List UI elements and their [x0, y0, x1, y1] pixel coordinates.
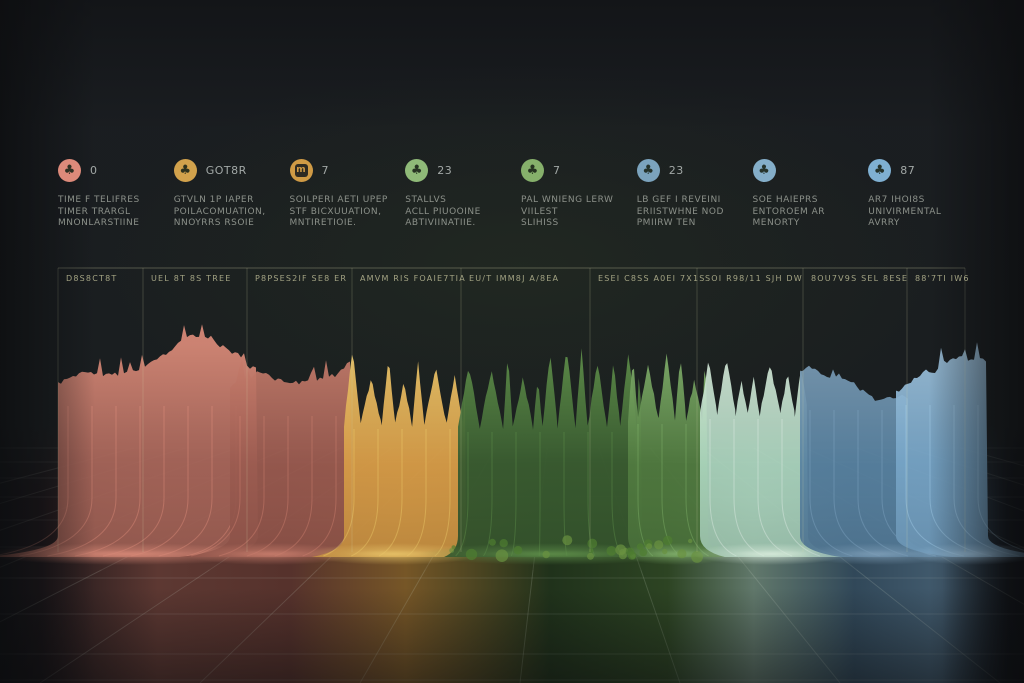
column-header-label: D8S8CT8T [66, 274, 118, 283]
stat-value: 7 [321, 163, 329, 177]
tree-glyph: ♣ [758, 162, 770, 178]
column-header-label: P8PSES2IF SE8 ER [255, 274, 348, 283]
stat-value: 23 [668, 163, 684, 177]
tree-icon: ♣ [521, 158, 544, 182]
column-header-label: ESEI C8SS A0EI 7X1S [598, 274, 706, 283]
stat-caption: AR7 IHOI8S UNIVIRMENTAL AVRRY [868, 195, 942, 228]
stat-value: 87 [900, 163, 916, 177]
stat-caption: SOE HAIEPRS ENTOROEM AR MENORTY [752, 195, 826, 228]
stat-value: 7 [553, 163, 561, 177]
stat-item: ♣ 7 PAL WNIENG LERW VIILEST SLIHISS [513, 158, 629, 230]
tree-icon: ♣ [173, 158, 197, 182]
stat-caption: LB GEF I REVEINI ERIISTWHNE NOD PMIIRW TEN [636, 195, 724, 228]
column-header-label: SOI R98/11 SJH DW [705, 274, 803, 283]
column-header-label: 8OU7V9S SEL 8ESE [811, 274, 909, 283]
tree-icon: ♣ [752, 158, 776, 182]
tree-glyph: ♣ [642, 162, 655, 178]
stat-caption: GTVLN 1P IAPER POILACOMUATION, NNOYRRS RSO… [173, 195, 266, 228]
tree-icon: ♣ [868, 158, 892, 182]
m-badge-icon: m [289, 158, 313, 182]
m-glyph: m [294, 163, 308, 177]
tree-glyph: ♣ [63, 162, 76, 178]
stat-value: GOT8R [205, 163, 247, 177]
stat-item: ♣ GOT8R GTVLN 1P IAPER POILACOMUATION, NNOY… [166, 158, 282, 230]
tree-glyph: ♣ [179, 162, 192, 178]
stat-item: ♣ 23 STALLVS ACLL PIUOOINE ABTIVIINATIIE. [397, 158, 513, 230]
stat-item: ♣ 0 TIME F TELIFRES TIMER TRARGL MNONLARSTI… [50, 158, 166, 230]
tree-icon: ♣ [405, 158, 429, 182]
stat-item: ♣ SOE HAIEPRS ENTOROEM AR MENORTY [745, 158, 861, 230]
stats-row: ♣ 0 TIME F TELIFRES TIMER TRARGL MNONLARSTI… [50, 158, 976, 230]
column-header-band: D8S8CT8T UEL 8T 8S TREE P8PSES2IF SE8 ER AM… [0, 0, 1024, 283]
column-header-label: EU/T IMM8J A/8EA [469, 274, 560, 283]
tree-icon: ♣ [58, 158, 81, 182]
column-header-label: AMVM RIS FOAIE7TIA [360, 274, 466, 283]
column-header-label: 88'7TI IW6 [915, 274, 970, 283]
stat-item: ♣ 87 AR7 IHOI8S UNIVIRMENTAL AVRRY [860, 158, 976, 230]
tree-glyph: ♣ [873, 162, 886, 178]
stat-item: ♣ 23 LB GEF I REVEINI ERIISTWHNE NOD PMIIRW… [629, 158, 745, 230]
column-header-label: UEL 8T 8S TREE [151, 274, 232, 283]
tree-icon: ♣ [636, 158, 660, 182]
stat-caption: PAL WNIENG LERW VIILEST SLIHISS [521, 195, 614, 228]
stat-caption: TIME F TELIFRES TIMER TRARGL MNONLARSTIINE [58, 195, 140, 228]
stat-value: 23 [437, 163, 453, 177]
tree-glyph: ♣ [410, 162, 423, 178]
tree-glyph: ♣ [526, 162, 539, 178]
stat-caption: SOILPERI AETI UPEP STF BICXUUATION, MNTIRE… [289, 195, 388, 228]
stat-value: 0 [90, 163, 98, 177]
stat-caption: STALLVS ACLL PIUOOINE ABTIVIINATIIE. [405, 195, 481, 228]
